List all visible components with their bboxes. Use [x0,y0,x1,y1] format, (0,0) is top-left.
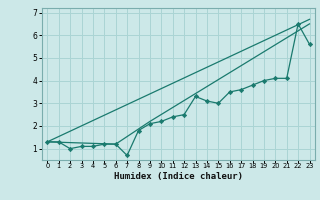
X-axis label: Humidex (Indice chaleur): Humidex (Indice chaleur) [114,172,243,181]
